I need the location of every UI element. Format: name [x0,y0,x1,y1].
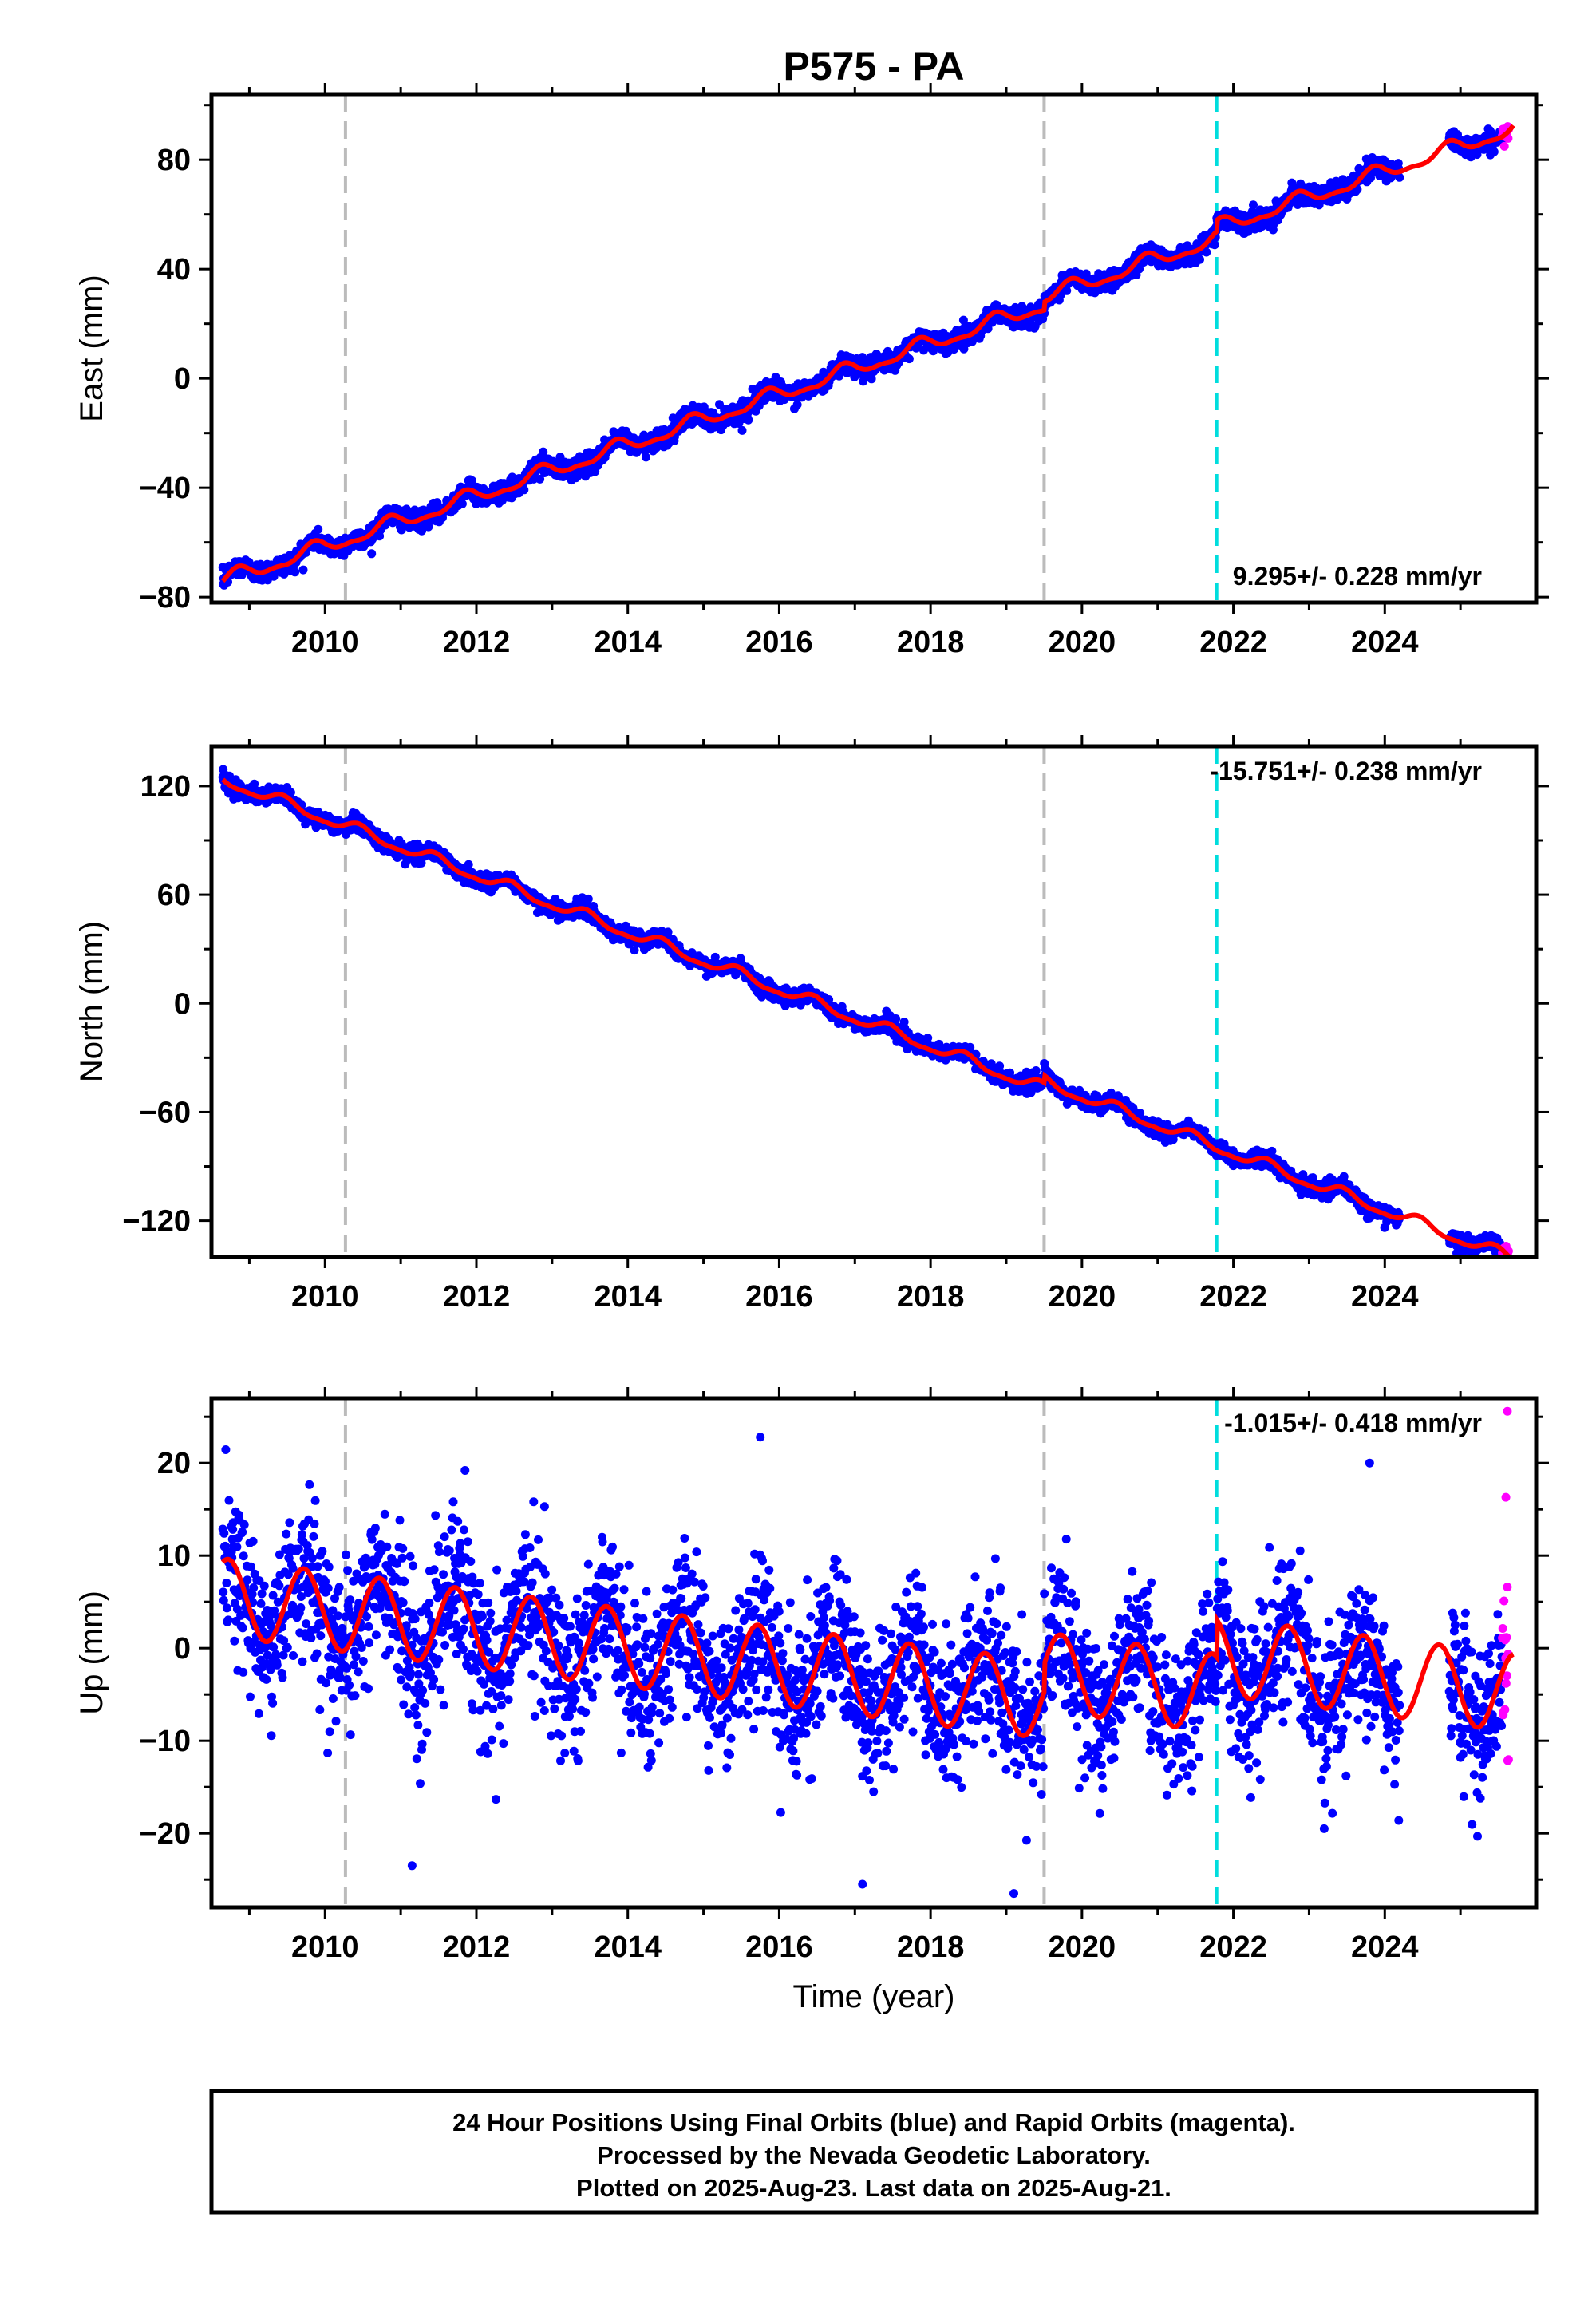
y-tick-label: 80 [157,144,191,177]
final-orbit-point [1489,147,1499,156]
y-tick-label: 0 [174,362,191,396]
y-tick-label: −80 [140,581,191,615]
x-tick-label: 2012 [443,626,511,659]
final-orbit-point [457,499,467,508]
y-axis-label: East (mm) [74,275,109,421]
final-orbit-point [835,371,844,381]
final-orbit-point [314,524,323,534]
plot-area [218,746,1513,1257]
final-orbit-point [642,453,650,462]
y-tick-label: −40 [140,472,191,505]
final-orbit-point [792,400,802,409]
final-orbit-point [467,476,476,485]
final-orbit-point [867,374,876,384]
x-tick-label: 2020 [1049,626,1116,659]
figure-title: P575 - PA [784,44,965,89]
final-orbit-point [744,415,753,425]
y-tick-label: 40 [157,253,191,287]
x-tick-label: 2014 [594,626,662,659]
final-orbit-point [1210,240,1219,250]
final-orbit-point [535,474,545,484]
x-tick-label: 2010 [291,626,359,659]
final-orbit-point [424,522,433,532]
final-orbit-point [904,354,914,364]
east-panel: 2010 2012 2014 2016 2018 2020 2022 2024 −80 −40 0 4… [74,83,1549,659]
north-panel: 2010 2012 2014 2016 2018 2020 2022 2024−120−600… [74,735,1549,1314]
x-tick-label: 2016 [745,626,813,659]
final-orbit-point [737,425,747,435]
x-tick-label: 2022 [1199,626,1267,659]
final-orbit-point [858,353,867,362]
plot-area [218,94,1515,603]
final-orbit-point [367,549,377,559]
final-orbit-point [891,1014,901,1023]
final-orbit-point [290,567,300,577]
final-orbit-point [1195,255,1204,264]
x-tick-label: 2018 [897,626,965,659]
final-orbit-point [539,447,548,456]
final-orbit-point [768,393,778,402]
velocity-rate-label: 9.295+/- 0.228 mm/yr [1233,562,1482,591]
rapid-orbit-point [1499,141,1509,151]
final-orbit-point [519,485,529,495]
x-tick-label: 2024 [1351,626,1419,659]
final-orbit-point [298,565,308,575]
